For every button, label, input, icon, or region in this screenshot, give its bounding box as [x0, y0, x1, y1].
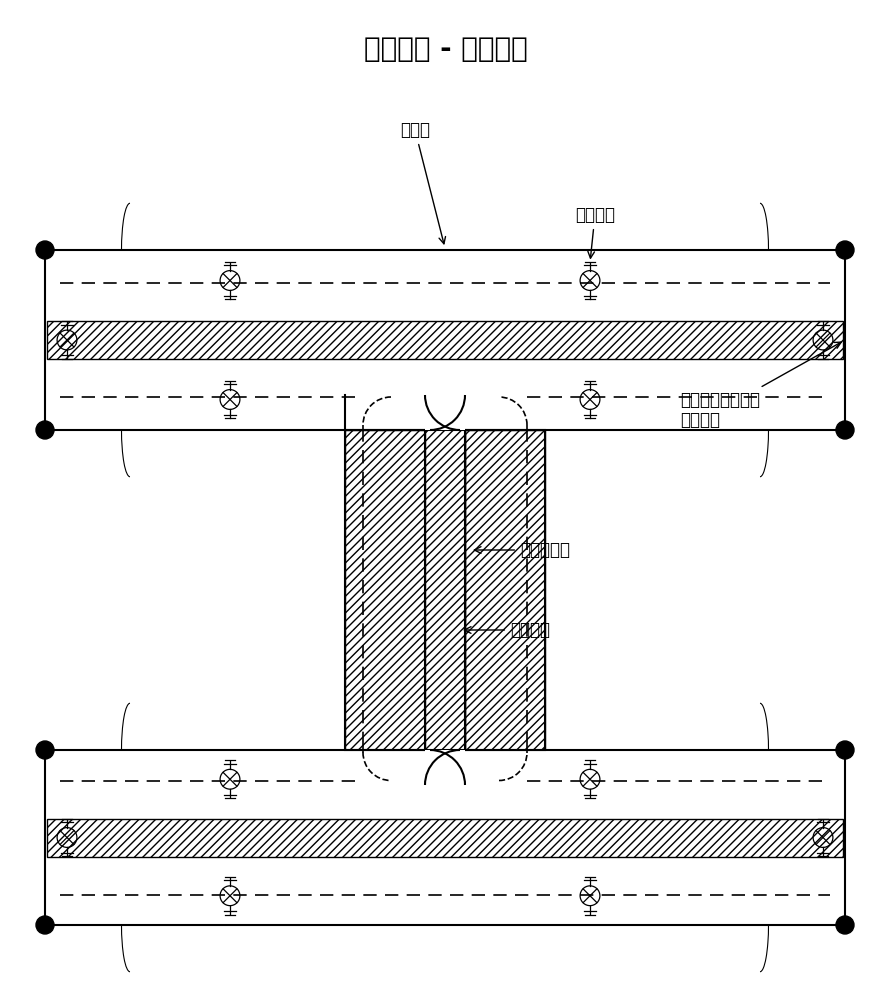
Bar: [425, 395, 465, 430]
Text: 黏性防火: 黏性防火: [465, 621, 550, 639]
Text: 钢构件: 钢构件: [400, 121, 445, 244]
Circle shape: [836, 916, 854, 934]
Circle shape: [36, 421, 54, 439]
Bar: [345, 430, 425, 750]
Bar: [45, 250, 845, 430]
Circle shape: [36, 241, 54, 259]
Bar: [465, 430, 545, 750]
Circle shape: [836, 241, 854, 259]
Circle shape: [836, 421, 854, 439]
Bar: [425, 750, 465, 785]
Bar: [47, 818, 843, 856]
Circle shape: [36, 916, 54, 934]
Text: 板条或网格: 板条或网格: [475, 541, 570, 559]
Circle shape: [36, 741, 54, 759]
Text: 具有可调节的凸缘
的护角条: 具有可调节的凸缘 的护角条: [680, 342, 841, 429]
Bar: [345, 430, 425, 750]
Bar: [425, 321, 465, 856]
Text: 现有技术 - 等高线法: 现有技术 - 等高线法: [364, 35, 528, 63]
Bar: [465, 430, 545, 750]
Bar: [45, 750, 845, 925]
Bar: [47, 321, 843, 359]
Circle shape: [836, 741, 854, 759]
Text: 铁丝结扣: 铁丝结扣: [575, 206, 615, 258]
Bar: [425, 430, 465, 750]
